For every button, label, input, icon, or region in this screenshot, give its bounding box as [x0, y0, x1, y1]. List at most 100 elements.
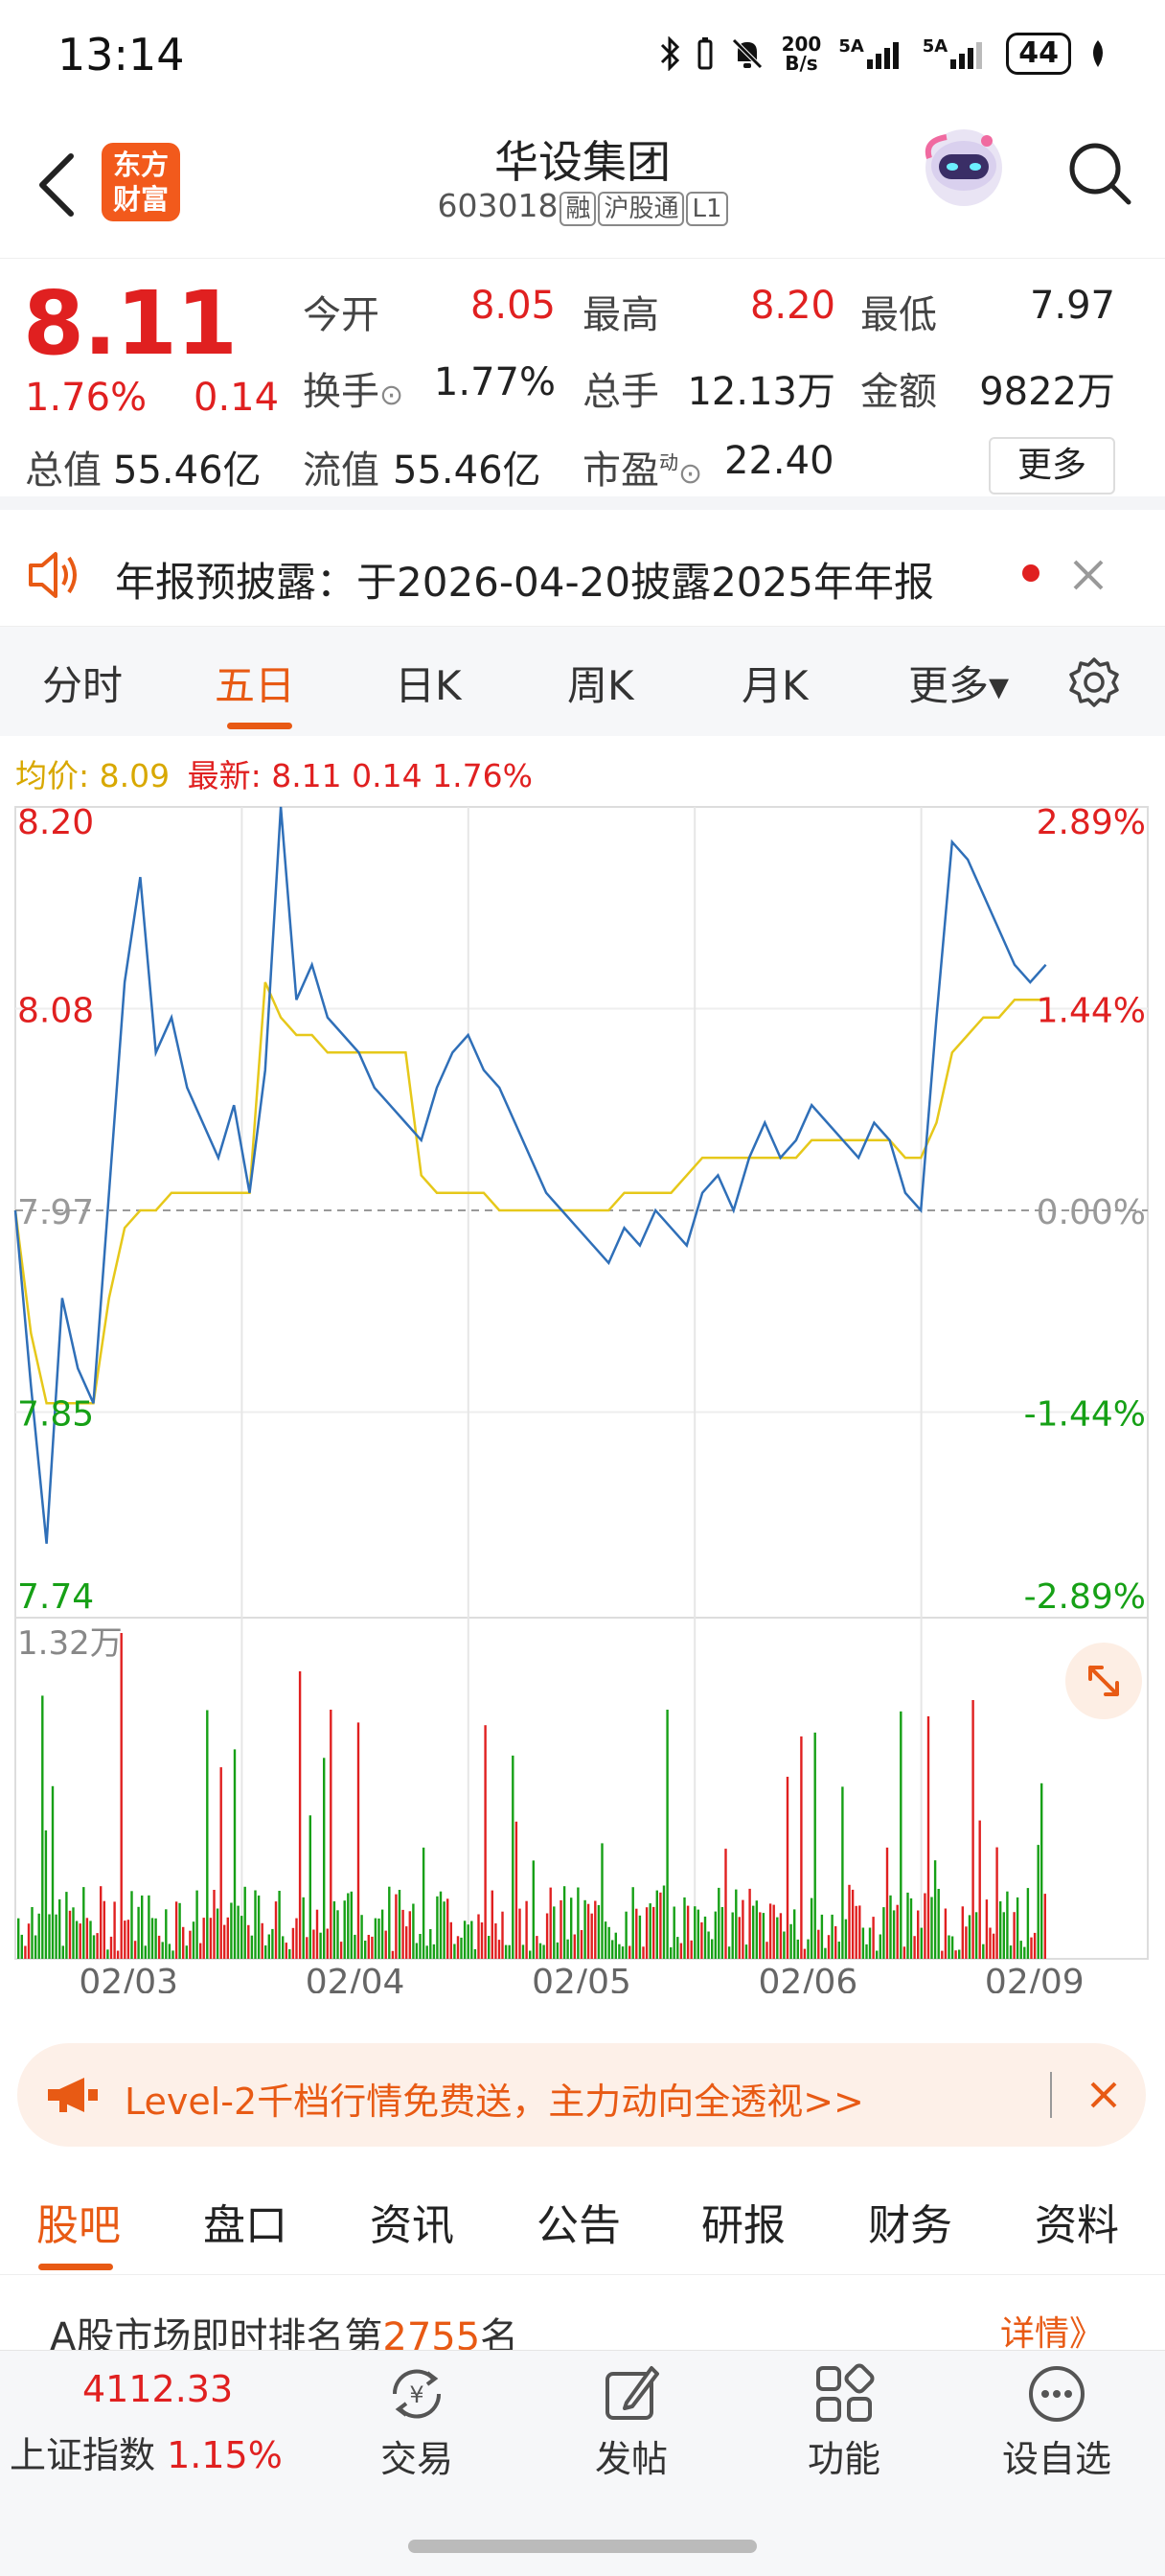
volume-bar [124, 1920, 126, 1959]
volume-bar [120, 1633, 123, 1959]
volume-bar [247, 1924, 250, 1959]
volume-bar [649, 1903, 651, 1959]
volume-bar [1043, 1894, 1046, 1959]
settings-gear-icon[interactable] [1065, 656, 1123, 713]
five-day-chart[interactable]: 8.20 8.08 7.97 7.85 7.74 2.89% 1.44% 0.00% -1.44… [0, 795, 1165, 1993]
volume-bar [395, 1894, 398, 1959]
volume-bar [560, 1899, 562, 1959]
tab-announcements[interactable]: 公告 [537, 2201, 621, 2250]
volume-bar [473, 1949, 477, 1959]
ai-robot-icon[interactable] [918, 120, 1010, 212]
tab-guba[interactable]: 股吧 [36, 2201, 121, 2250]
volume-bar [449, 1921, 452, 1959]
pe-label: 市盈动⊙ [582, 448, 703, 493]
high-value: 8.20 [749, 284, 835, 328]
volume-bar [879, 1934, 881, 1959]
y-tick-left-0: 8.20 [17, 803, 94, 842]
legend-avg: 均价: 8.09 [15, 757, 171, 794]
volume-bar [377, 1918, 380, 1959]
more-button[interactable]: 更多 [989, 437, 1115, 494]
tab-five-day[interactable]: 五日 [215, 662, 296, 709]
volume-bar [876, 1950, 879, 1959]
search-icon[interactable] [1065, 139, 1134, 208]
active-tab-indicator [227, 723, 292, 729]
volume-label: 总手 [582, 370, 659, 414]
nav-functions[interactable]: 功能 [772, 2360, 916, 2482]
volume-bar [34, 1935, 37, 1959]
back-arrow-icon[interactable] [27, 147, 84, 223]
net-speed: 200 B/s [781, 33, 822, 75]
volume-bar [635, 1908, 638, 1959]
expand-chart-icon[interactable] [1065, 1643, 1142, 1719]
volume-bar [491, 1890, 493, 1959]
tab-monthly-k[interactable]: 月K [742, 662, 809, 709]
volume-bar [330, 1710, 332, 1959]
volume-bar [332, 1901, 336, 1959]
volume-bar [202, 1918, 205, 1959]
volume-bar [577, 1887, 580, 1959]
volume-bar [20, 1934, 23, 1959]
tab-profile[interactable]: 资料 [1035, 2201, 1119, 2250]
tab-finance[interactable]: 财务 [868, 2201, 952, 2250]
tab-intraday[interactable]: 分时 [42, 662, 124, 709]
volume-bar [168, 1944, 171, 1959]
nav-add-watchlist[interactable]: 设自选 [985, 2360, 1129, 2482]
tag-connect: 沪股通 [598, 192, 685, 226]
close-icon[interactable] [1069, 556, 1108, 594]
volume-bar [467, 1924, 469, 1959]
tab-more[interactable]: 更多▾ [908, 662, 1010, 709]
stock-header: 东方 财富 华设集团 603018 融沪股通 L1 [0, 110, 1165, 259]
volume-bar [339, 1942, 343, 1959]
volume-bar [601, 1843, 604, 1959]
volume-bar [367, 1935, 370, 1959]
volume-bar [48, 1914, 51, 1959]
volume-bar [501, 1911, 504, 1959]
volume-bar [1037, 1845, 1039, 1959]
rank-detail-link[interactable]: 详情》 [1000, 2314, 1105, 2354]
volume-bar [419, 1934, 422, 1959]
x-tick-1: 02/04 [306, 1963, 405, 1993]
x-tick-0: 02/03 [79, 1963, 178, 1993]
x-tick-2: 02/05 [532, 1963, 631, 1993]
tab-weekly-k[interactable]: 周K [567, 662, 634, 709]
volume-bar [79, 1923, 81, 1959]
rank-row[interactable]: A股市场即时排名第2755名 详情》 [0, 2277, 1165, 2359]
close-icon[interactable] [1088, 2080, 1119, 2110]
volume-bar [460, 1937, 463, 1959]
notice-text: 年报预披露：于2026-04-20披露2025年年报 [115, 559, 934, 606]
volume-bar [679, 1943, 683, 1959]
turnover-label: 换手⊙ [303, 370, 404, 414]
volume-bar [676, 1937, 679, 1959]
y-tick-left-2: 7.97 [17, 1193, 94, 1232]
volume-bar [748, 1888, 751, 1959]
volume-bar [291, 1927, 295, 1959]
volume-bar [731, 1912, 734, 1959]
notice-bar[interactable]: 年报预披露：于2026-04-20披露2025年年报 [0, 523, 1165, 627]
battery-level: 44 [1006, 33, 1071, 75]
volume-bar [896, 1904, 899, 1959]
volume-bar [1009, 1945, 1013, 1959]
volume-bar [924, 1893, 926, 1959]
svg-text:¥: ¥ [409, 2381, 423, 2408]
tab-news[interactable]: 资讯 [370, 2201, 454, 2250]
volume-bar [360, 1915, 363, 1959]
level2-promo-banner[interactable]: Level-2千档行情免费送，主力动向全透视>> [17, 2043, 1146, 2147]
volume-bar [566, 1939, 569, 1959]
volume-bar [556, 1942, 560, 1959]
volume-bar [216, 1908, 219, 1959]
tab-order-book[interactable]: 盘口 [203, 2201, 287, 2250]
legend-latest: 最新: 8.11 0.14 1.76% [187, 757, 533, 794]
chart-period-tabs: 分时 五日 日K 周K 月K 更多▾ [0, 627, 1165, 736]
volume-bar [968, 1915, 971, 1959]
volume-bar [917, 1910, 920, 1959]
tab-research[interactable]: 研报 [701, 2201, 786, 2250]
volume-bar [621, 1946, 625, 1959]
nav-post[interactable]: 发帖 [560, 2360, 703, 2482]
nav-trade[interactable]: ¥ 交易 [345, 2360, 489, 2482]
volume-bar [831, 1914, 834, 1959]
volume-bar [755, 1900, 758, 1959]
volume-bar [628, 1945, 631, 1959]
tab-daily-k[interactable]: 日K [395, 662, 462, 709]
volume-bar [148, 1895, 150, 1959]
volume-bar [213, 1890, 216, 1959]
